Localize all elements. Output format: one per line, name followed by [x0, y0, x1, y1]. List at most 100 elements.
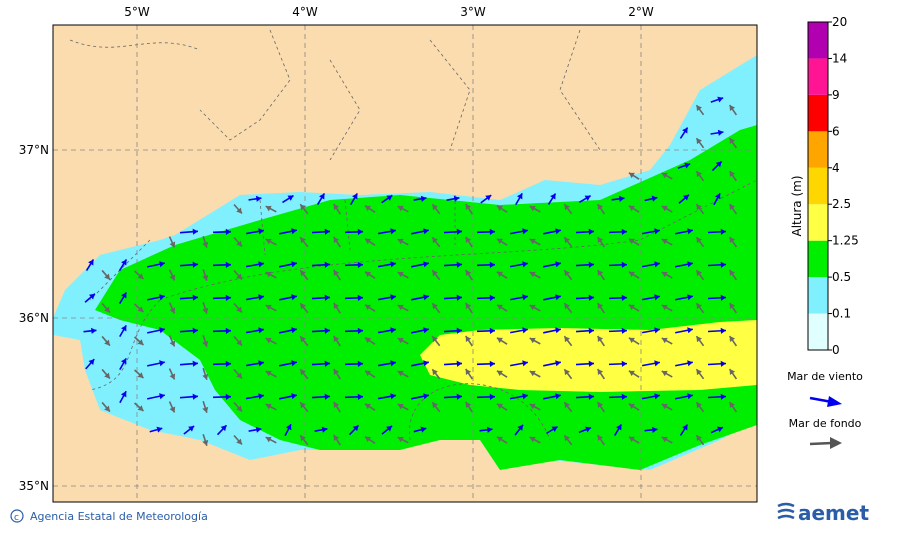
- swell-arrow: [728, 137, 738, 149]
- swell-arrow: [202, 434, 209, 446]
- wind-arrow-head: [621, 327, 627, 334]
- swell-arrow: [563, 269, 573, 281]
- swell-arrow: [134, 369, 144, 379]
- colorbar-segment: [808, 240, 828, 278]
- wind-arrow-head: [258, 228, 264, 235]
- swell-arrow: [596, 434, 606, 446]
- wind-arrow-head: [390, 294, 396, 301]
- wind-arrow-head: [684, 162, 691, 169]
- swell-arrow-head: [661, 436, 668, 443]
- swell-arrow: [695, 434, 705, 446]
- colorbar-segment: [808, 313, 828, 350]
- swell-arrow-head: [202, 241, 209, 248]
- wind-arrow-head: [324, 294, 330, 301]
- wind-arrow-head: [357, 261, 363, 268]
- wind-arrow: [710, 426, 724, 434]
- swell-arrow: [661, 337, 673, 345]
- swell-arrow: [529, 238, 541, 246]
- swell-arrow: [465, 269, 473, 281]
- swell-arrow: [299, 368, 309, 380]
- wind-arrow: [279, 294, 297, 301]
- swell-arrow: [431, 302, 441, 314]
- wind-arrow-head: [489, 393, 495, 400]
- wind-arrow: [344, 261, 364, 268]
- swell-arrow: [333, 434, 341, 446]
- swell-arrow-head: [729, 303, 736, 310]
- wind-arrow-head: [654, 261, 660, 268]
- wind-arrow: [245, 228, 265, 235]
- wind-arrow: [350, 192, 358, 206]
- wind-arrow-head: [192, 261, 198, 268]
- wind-arrow: [608, 294, 628, 301]
- wind-arrow-head: [258, 360, 264, 367]
- wind-arrow-head: [652, 426, 658, 433]
- wind-arrow-head: [588, 294, 594, 301]
- wind-arrow: [311, 393, 331, 400]
- swell-arrow: [202, 401, 209, 413]
- wind-arrow: [413, 195, 427, 202]
- colorbar-title: Altura (m): [790, 175, 804, 236]
- wind-arrow-head: [291, 393, 297, 400]
- wind-arrow: [147, 261, 165, 268]
- swell-arrow-head: [564, 402, 570, 409]
- swell-arrow-head: [628, 304, 635, 311]
- swell-arrow-head: [529, 337, 536, 344]
- swell-arrow: [728, 368, 738, 380]
- wind-arrow: [707, 360, 727, 367]
- swell-arrow-head: [432, 369, 438, 376]
- swell-arrow-head: [104, 372, 110, 379]
- colorbar-frame: [807, 21, 829, 351]
- wind-arrow-head: [423, 228, 429, 235]
- swell-arrow-head: [432, 270, 438, 277]
- swell-arrow: [202, 236, 209, 248]
- swell-arrow: [695, 335, 705, 347]
- wind-arrow-head: [285, 424, 292, 431]
- swell-arrow: [397, 271, 409, 279]
- wind-arrow: [575, 327, 595, 334]
- wind-arrow: [642, 327, 660, 334]
- swell-arrow: [202, 335, 209, 347]
- wind-arrow: [245, 294, 265, 301]
- swell-arrow-head: [104, 306, 110, 313]
- wind-arrow: [245, 261, 265, 268]
- colorbar-segment: [808, 204, 828, 241]
- swell-arrow-head: [597, 303, 604, 310]
- wind-arrow: [707, 393, 727, 400]
- swell-arrow: [265, 238, 277, 246]
- wind-arrow-head: [588, 228, 594, 235]
- wind-arrow-head: [555, 360, 561, 367]
- wind-arrow-head: [225, 228, 231, 235]
- wind-arrow-head: [390, 327, 396, 334]
- wind-arrow-head: [390, 228, 396, 235]
- wind-arrow-head: [651, 195, 658, 202]
- swell-arrow-head: [236, 372, 242, 379]
- wind-arrow: [543, 360, 561, 367]
- wind-arrow-head: [720, 360, 726, 367]
- swell-arrow-head: [661, 172, 668, 179]
- swell-arrow-head: [597, 237, 604, 244]
- swell-arrow-head: [300, 336, 306, 343]
- wind-arrow-head: [220, 425, 227, 432]
- wind-arrow-head: [456, 294, 462, 301]
- swell-arrow: [695, 236, 705, 248]
- wind-arrow: [679, 127, 689, 139]
- wind-arrow-head: [120, 358, 127, 365]
- swell-arrow-head: [628, 403, 635, 410]
- swell-arrow: [496, 304, 508, 312]
- wind-arrow: [377, 393, 397, 400]
- wind-arrow-head: [720, 393, 726, 400]
- wind-arrow-head: [357, 360, 363, 367]
- wind-arrow-head: [287, 195, 294, 201]
- swell-arrow: [364, 304, 376, 312]
- wind-arrow: [543, 261, 561, 268]
- wind-arrow: [644, 195, 658, 202]
- swell-arrow: [563, 335, 573, 347]
- swell-arrow: [333, 203, 341, 215]
- wind-arrow-head: [159, 327, 165, 334]
- wind-arrow: [245, 327, 265, 334]
- wind-arrow: [314, 426, 328, 433]
- wind-arrow-head: [324, 360, 330, 367]
- wind-arrow-head: [682, 127, 688, 134]
- swell-arrow-head: [432, 204, 438, 211]
